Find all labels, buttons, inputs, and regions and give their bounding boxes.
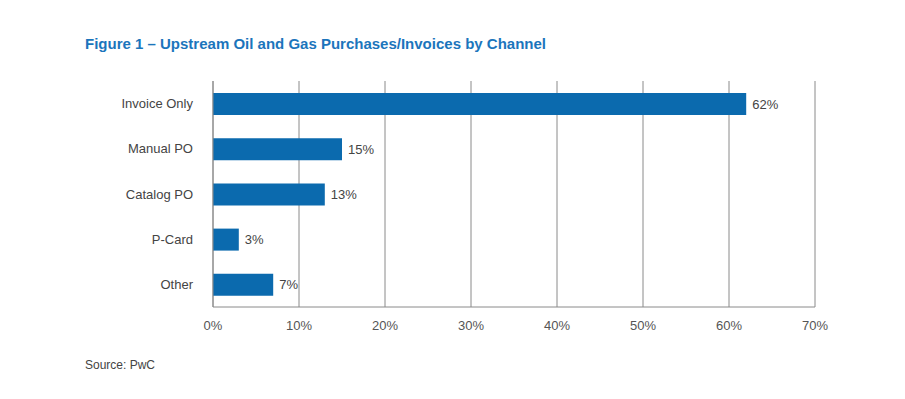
svg-text:Invoice Only: Invoice Only [121,96,193,111]
svg-text:3%: 3% [245,232,264,247]
svg-text:Manual PO: Manual PO [128,141,193,156]
svg-text:20%: 20% [372,318,398,333]
svg-text:Other: Other [160,277,193,292]
svg-text:13%: 13% [331,187,357,202]
svg-text:7%: 7% [279,277,298,292]
svg-text:50%: 50% [630,318,656,333]
html-text:Source: PwC: Source: PwC [85,358,155,372]
svg-text:0%: 0% [204,318,223,333]
svg-text:15%: 15% [348,142,374,157]
svg-text:62%: 62% [752,97,778,112]
svg-text:10%: 10% [286,318,312,333]
svg-text:Catalog PO: Catalog PO [126,187,193,202]
svg-text:P-Card: P-Card [152,232,193,247]
svg-text:70%: 70% [802,318,828,333]
svg-text:40%: 40% [544,318,570,333]
svg-text:30%: 30% [458,318,484,333]
svg-text:60%: 60% [716,318,742,333]
html-text:Figure 1 – Upstream Oil and Ga: Figure 1 – Upstream Oil and Gas Purchase… [85,35,546,52]
